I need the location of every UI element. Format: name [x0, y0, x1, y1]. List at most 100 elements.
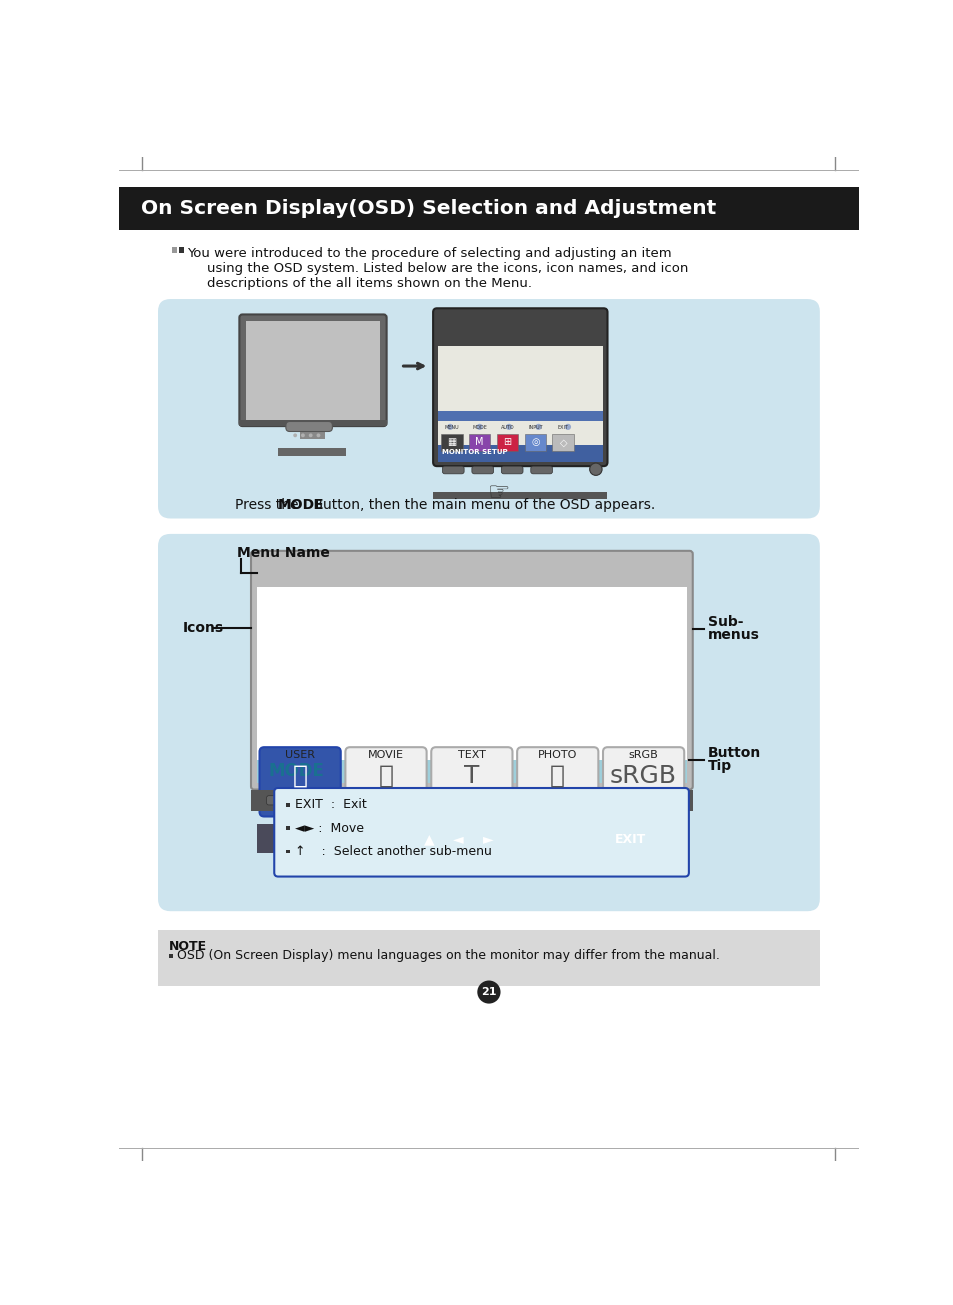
Text: MODE: MODE	[472, 425, 487, 431]
Bar	[433, 492, 607, 500]
Text: EXIT: EXIT	[558, 425, 568, 431]
Text: MODE: MODE	[268, 762, 324, 780]
Text: Button, then the main menu of the OSD appears.: Button, then the main menu of the OSD ap…	[309, 497, 655, 512]
Circle shape	[476, 980, 500, 1004]
Text: Sub-: Sub-	[707, 616, 743, 629]
FancyBboxPatch shape	[286, 422, 332, 432]
Bar	[251, 790, 692, 812]
Bar	[257, 587, 686, 783]
Bar	[497, 433, 517, 450]
Bar	[257, 761, 686, 783]
Text: ⊞: ⊞	[503, 437, 511, 448]
Bar	[158, 930, 819, 985]
Bar	[169, 954, 172, 958]
Text: USER: USER	[285, 750, 314, 760]
Circle shape	[301, 433, 305, 437]
FancyBboxPatch shape	[239, 315, 386, 427]
Bar	[440, 433, 462, 450]
Text: using the OSD system. Listed below are the icons, icon names, and icon: using the OSD system. Listed below are t…	[207, 262, 687, 275]
Bar	[119, 188, 858, 230]
Bar	[524, 433, 546, 450]
Text: 👤: 👤	[293, 763, 307, 788]
FancyBboxPatch shape	[394, 796, 427, 805]
FancyBboxPatch shape	[251, 551, 692, 790]
Text: ☞: ☞	[487, 482, 510, 505]
FancyBboxPatch shape	[266, 796, 298, 805]
Text: Button: Button	[707, 746, 760, 761]
Bar	[437, 346, 602, 462]
Text: ◇: ◇	[559, 437, 566, 448]
Text: INPUT: INPUT	[528, 425, 542, 431]
Bar	[286, 804, 290, 808]
Text: MONITOR SETUP: MONITOR SETUP	[442, 449, 508, 455]
Text: EXIT: EXIT	[615, 833, 646, 846]
Circle shape	[447, 424, 453, 429]
Text: descriptions of the all items shown on the Menu.: descriptions of the all items shown on t…	[207, 277, 531, 290]
Circle shape	[666, 793, 679, 808]
FancyBboxPatch shape	[352, 796, 384, 805]
Text: MENU: MENU	[444, 425, 458, 431]
Text: M: M	[475, 437, 483, 448]
Text: sRGB: sRGB	[610, 763, 677, 788]
Bar	[552, 433, 574, 450]
Circle shape	[316, 433, 320, 437]
Text: MODE: MODE	[277, 497, 324, 512]
Text: ↑    :  Select another sub-menu: ↑ : Select another sub-menu	[294, 844, 492, 857]
Text: OSD (On Screen Display) menu languages on the monitor may differ from the manual: OSD (On Screen Display) menu languages o…	[176, 949, 719, 962]
Text: NOTE: NOTE	[169, 940, 207, 953]
FancyBboxPatch shape	[433, 308, 607, 466]
Text: ◎: ◎	[531, 437, 539, 448]
Text: T: T	[464, 763, 479, 788]
Text: TEXT: TEXT	[457, 750, 485, 760]
Circle shape	[293, 433, 296, 437]
FancyBboxPatch shape	[309, 796, 341, 805]
Text: Tip: Tip	[707, 758, 732, 773]
FancyBboxPatch shape	[274, 788, 688, 877]
FancyBboxPatch shape	[259, 748, 340, 817]
Text: Menu Name: Menu Name	[236, 547, 330, 560]
Text: sRGB: sRGB	[628, 750, 658, 760]
FancyBboxPatch shape	[442, 466, 464, 474]
Text: PHOTO: PHOTO	[537, 750, 577, 760]
Bar	[245, 321, 380, 420]
Bar	[286, 850, 290, 853]
FancyBboxPatch shape	[450, 831, 467, 847]
Circle shape	[589, 463, 601, 475]
Bar	[286, 826, 290, 830]
Text: AUTO: AUTO	[500, 425, 514, 431]
FancyBboxPatch shape	[158, 299, 819, 518]
Bar	[278, 449, 346, 457]
Text: ◄► :  Move: ◄► : Move	[294, 822, 364, 834]
FancyBboxPatch shape	[158, 534, 819, 911]
FancyBboxPatch shape	[345, 748, 426, 817]
Circle shape	[535, 424, 541, 429]
Bar	[239, 420, 386, 427]
FancyBboxPatch shape	[431, 748, 512, 817]
Text: ◄: ◄	[453, 833, 463, 847]
Bar	[179, 248, 184, 253]
Text: MOVIE: MOVIE	[368, 750, 403, 760]
FancyBboxPatch shape	[530, 466, 552, 474]
FancyBboxPatch shape	[517, 748, 598, 817]
Text: Press the: Press the	[235, 497, 303, 512]
FancyBboxPatch shape	[420, 831, 437, 847]
Bar	[437, 411, 602, 422]
Text: 🎬: 🎬	[378, 763, 393, 788]
Bar	[468, 433, 490, 450]
FancyBboxPatch shape	[500, 466, 522, 474]
FancyBboxPatch shape	[479, 831, 497, 847]
Text: EXIT  :  Exit: EXIT : Exit	[294, 799, 367, 812]
Bar	[257, 825, 686, 853]
Text: On Screen Display(OSD) Selection and Adjustment: On Screen Display(OSD) Selection and Adj…	[141, 200, 716, 218]
Text: 🏔: 🏔	[550, 763, 564, 788]
Text: You were introduced to the procedure of selecting and adjusting an item: You were introduced to the procedure of …	[187, 248, 671, 261]
Bar	[437, 445, 602, 462]
Text: ▲: ▲	[423, 833, 435, 847]
Circle shape	[564, 424, 571, 429]
Bar	[299, 423, 324, 440]
Circle shape	[505, 424, 512, 429]
Text: 21: 21	[480, 987, 497, 997]
FancyBboxPatch shape	[472, 466, 493, 474]
Circle shape	[309, 433, 313, 437]
Text: ►: ►	[482, 833, 493, 847]
